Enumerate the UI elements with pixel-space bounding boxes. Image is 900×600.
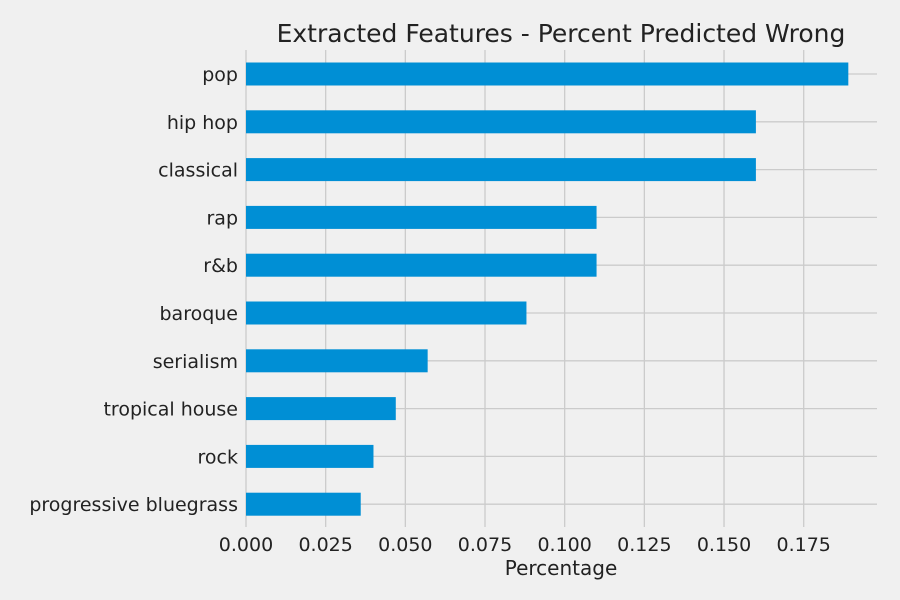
y-tick-label: hip hop — [167, 112, 238, 134]
y-tick-label: r&b — [203, 255, 238, 277]
bar — [246, 205, 597, 229]
x-tick-label: 0.175 — [776, 534, 830, 556]
y-tick-label: rock — [198, 446, 238, 468]
bar — [246, 349, 428, 373]
bar — [246, 253, 597, 277]
x-tick-labels: 0.000 0.025 0.050 0.075 0.100 0.125 0.150 0.175 — [219, 534, 831, 556]
x-tick-label: 0.150 — [697, 534, 751, 556]
y-tick-label: baroque — [159, 303, 238, 325]
x-tick-label: 0.050 — [378, 534, 432, 556]
y-tick-label: pop — [202, 64, 238, 86]
bar — [246, 301, 527, 325]
x-tick-label: 0.025 — [298, 534, 352, 556]
chart-title: Extracted Features - Percent Predicted W… — [277, 19, 846, 48]
x-tick-label: 0.075 — [458, 534, 512, 556]
bar-layer — [246, 62, 849, 516]
x-tick-label: 0.125 — [617, 534, 671, 556]
bar — [246, 397, 396, 421]
bar — [246, 158, 756, 182]
x-tick-label: 0.100 — [537, 534, 591, 556]
x-tick-label: 0.000 — [219, 534, 273, 556]
bar — [246, 62, 849, 86]
y-tick-label: progressive bluegrass — [29, 494, 238, 516]
y-tick-label: tropical house — [103, 399, 238, 421]
y-tick-label: rap — [206, 207, 238, 229]
x-axis-label: Percentage — [505, 556, 618, 580]
bar — [246, 444, 374, 468]
bar — [246, 110, 756, 134]
y-tick-label: classical — [158, 160, 238, 182]
bar — [246, 492, 361, 516]
y-tick-label: serialism — [153, 351, 238, 373]
y-tick-labels: pop hip hop classical rap r&b baroque serialis… — [29, 64, 238, 516]
